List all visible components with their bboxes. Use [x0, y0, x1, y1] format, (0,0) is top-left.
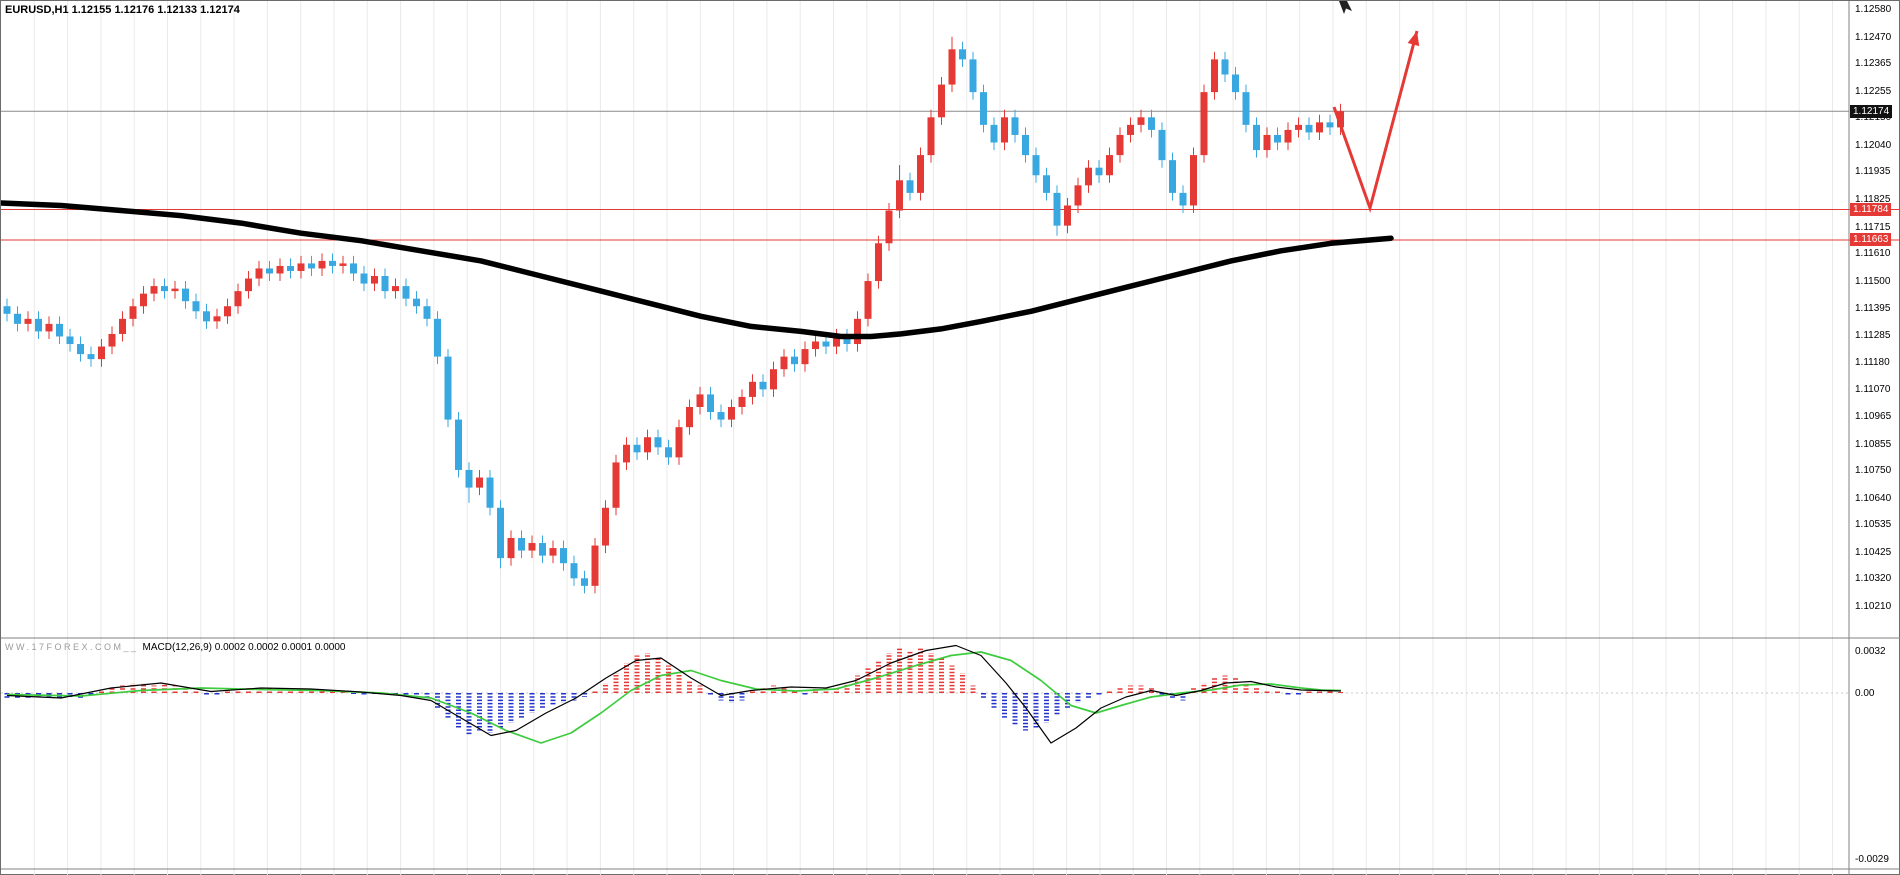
- macd-axis-label: -0.0029: [1855, 854, 1889, 865]
- price-axis-label: 1.11935: [1855, 166, 1891, 177]
- macd-indicator-title: WW.17FOREX.COM__ MACD(12,26,9) 0.0002 0.0…: [5, 642, 345, 653]
- price-axis-label: 1.10855: [1855, 439, 1892, 450]
- price-axis-label: 1.12255: [1855, 86, 1892, 97]
- macd-signal-lines: [6, 644, 1342, 744]
- price-axis-label: 1.11500: [1855, 276, 1891, 287]
- price-axis-label: 1.10535: [1855, 519, 1892, 530]
- price-axis-label: 1.11825: [1855, 194, 1891, 205]
- macd-parameters-label: MACD(12,26,9) 0.0002 0.0002 0.0001 0.000…: [142, 642, 346, 653]
- price-axis-label: 1.11285: [1855, 330, 1891, 341]
- watermark-label: WW.17FOREX.COM__: [5, 642, 139, 652]
- macd-axis-label: 0.0032: [1855, 646, 1886, 657]
- projection-arrow[interactable]: [1332, 30, 1420, 214]
- price-axis-label: 1.11070: [1855, 384, 1891, 395]
- price-axis-label: 1.10210: [1855, 601, 1892, 612]
- price-axis-label: 1.12470: [1855, 32, 1892, 43]
- price-axis-label: 1.11610: [1855, 248, 1891, 259]
- current-price-badge: 1.12174: [1850, 105, 1893, 118]
- price-axis-label: 1.10750: [1855, 465, 1892, 476]
- price-axis-label: 1.12040: [1855, 140, 1892, 151]
- price-axis-label: 1.10425: [1855, 547, 1892, 558]
- price-axis-label: 1.11180: [1855, 357, 1890, 368]
- symbol-ohlc-info: EURUSD,H1 1.12155 1.12176 1.12133 1.1217…: [5, 4, 240, 16]
- price-axis[interactable]: 1.12174 1.11784 1.11663 1.12580 1.12470 1.…: [1850, 1, 1900, 875]
- price-axis-label: 1.10965: [1855, 411, 1892, 422]
- price-axis-label: 1.12580: [1855, 4, 1892, 15]
- macd-histogram: [4, 648, 1343, 736]
- macd-axis-label: 0.00: [1855, 688, 1875, 699]
- price-axis-label: 1.11715: [1855, 222, 1891, 233]
- price-axis-label: 1.12365: [1855, 58, 1892, 69]
- resistance-price-badge: 1.11784: [1850, 203, 1892, 216]
- support-price-badge: 1.11663: [1850, 233, 1892, 246]
- candles: [3, 36, 1344, 594]
- price-axis-label: 1.10320: [1855, 573, 1892, 584]
- price-axis-label: 1.11395: [1855, 303, 1891, 314]
- horizontal-levels: [1, 110, 1900, 241]
- moving-average-line: [1, 200, 1394, 340]
- mouse-cursor-icon: [1339, 1, 1352, 14]
- price-axis-label: 1.10640: [1855, 493, 1892, 504]
